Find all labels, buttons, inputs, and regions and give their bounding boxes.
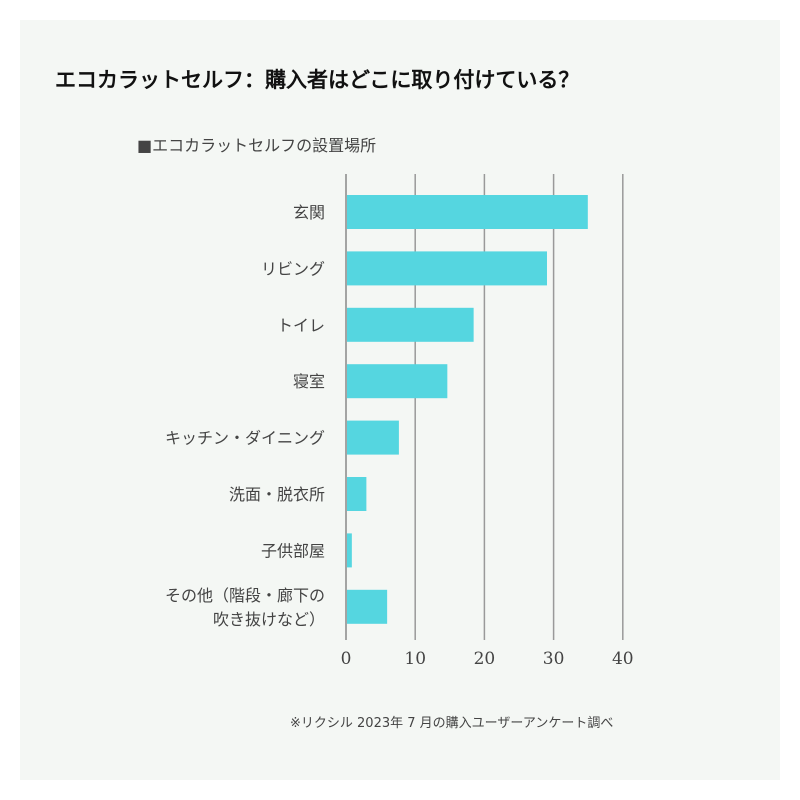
- bar: [347, 477, 367, 511]
- bar: [347, 589, 388, 624]
- x-tick-label: 20: [474, 649, 496, 669]
- x-tick-label: 10: [404, 649, 426, 669]
- category-label: 洗面・脱衣所: [229, 485, 325, 504]
- bar: [347, 364, 448, 399]
- x-tick-label: 30: [543, 649, 565, 669]
- category-label: その他（階段・廊下の吹き抜けなど）: [165, 586, 325, 629]
- category-label: キッチン・ダイニング: [165, 429, 325, 448]
- bar: [347, 251, 547, 286]
- category-label: リビング: [261, 259, 325, 278]
- bar: [347, 195, 588, 229]
- category-label: 玄関: [293, 203, 325, 222]
- x-tick-label: 0: [341, 649, 352, 669]
- chart-title: エコカラットセルフ：購入者はどこに取り付けている？: [55, 68, 580, 92]
- legend: ■エコカラットセルフの設置場所: [137, 136, 377, 155]
- x-tick-label: 40: [612, 649, 634, 669]
- bar: [347, 533, 352, 568]
- source-note: ※リクシル 2023年 7 月の購入ユーザーアンケート調べ: [290, 716, 614, 731]
- chart-card: [20, 20, 780, 780]
- bar: [347, 420, 399, 455]
- category-label: 寝室: [293, 372, 325, 391]
- bar: [347, 307, 474, 342]
- category-label: 子供部屋: [261, 541, 325, 560]
- category-label: トイレ: [277, 316, 325, 335]
